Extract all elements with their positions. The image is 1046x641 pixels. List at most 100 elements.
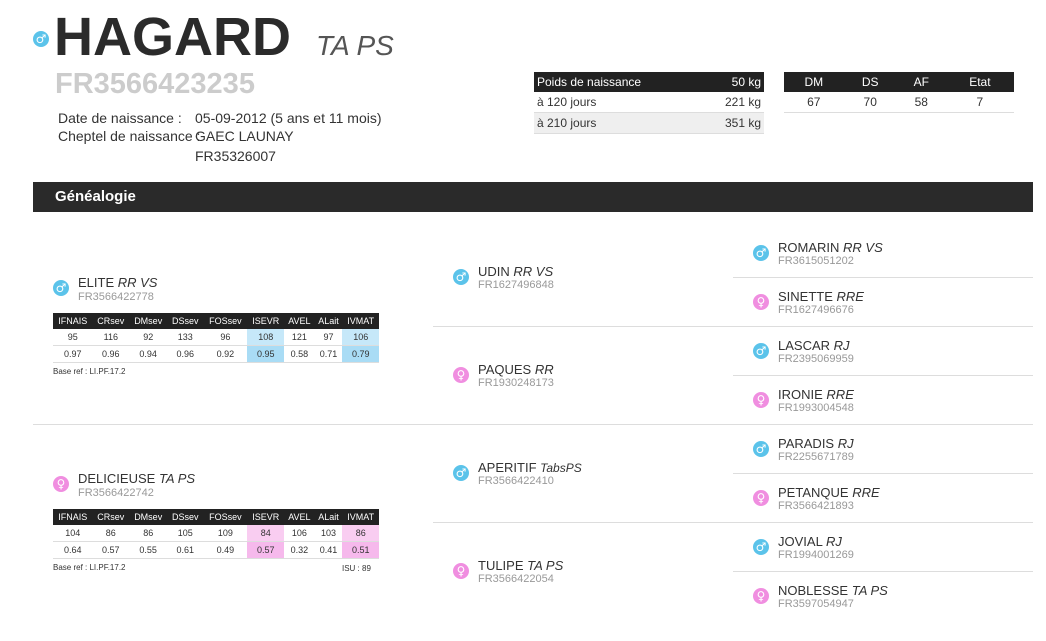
great-grandparent-name[interactable]: LASCAR RJ	[778, 338, 850, 353]
weight-row-value: 221 kg	[700, 92, 764, 113]
index-cd: 0.55	[129, 541, 168, 559]
male-icon: ♂	[753, 539, 769, 555]
great-grandparent-name[interactable]: PETANQUE RRE	[778, 485, 880, 500]
great-grandparent-id: FR1994001269	[778, 549, 854, 561]
divider	[733, 473, 1033, 474]
dam-name[interactable]: DELICIEUSE TA PS	[78, 471, 196, 486]
index-header: IVMAT	[342, 313, 379, 329]
score-header: DM	[784, 72, 844, 92]
index-value: 106	[284, 525, 315, 542]
weights-table: Poids de naissance 50 kg à 120 jours 221…	[534, 72, 764, 134]
sire-name[interactable]: ELITE RR VS	[78, 275, 158, 290]
female-icon: ♀	[753, 490, 769, 506]
index-value: 95	[53, 329, 93, 346]
weight-row-label: à 210 jours	[534, 112, 701, 134]
animal-breed: TA PS	[316, 30, 394, 61]
genealogy-section-bar	[33, 182, 1033, 212]
dam-id: FR3566422742	[78, 487, 154, 499]
great-grandparent-name[interactable]: ROMARIN RR VS	[778, 240, 883, 255]
index-value: 105	[167, 525, 204, 542]
score-value: 67	[784, 92, 844, 113]
female-icon: ♀	[453, 367, 469, 383]
score-header: Etat	[945, 72, 1014, 92]
index-header: ISEVR	[247, 509, 285, 525]
index-value: 86	[92, 525, 130, 542]
index-value: 92	[129, 329, 168, 346]
index-value: 121	[284, 329, 315, 346]
male-icon: ♂	[53, 280, 69, 296]
index-cd: 0.96	[167, 345, 204, 363]
great-grandparent-name[interactable]: JOVIAL RJ	[778, 534, 842, 549]
index-value: 84	[247, 525, 285, 542]
index-cd: 0.57	[92, 541, 130, 559]
index-header: CRsev	[92, 313, 130, 329]
index-header: DMsev	[129, 313, 168, 329]
index-cd: 0.58	[284, 345, 315, 363]
index-cd: 0.79	[342, 345, 379, 363]
score-value: 70	[843, 92, 897, 113]
herd-name: GAEC LAUNAY	[195, 128, 294, 144]
base-ref: Base ref : LI.PF.17.2	[53, 563, 126, 572]
index-header: DSsev	[167, 313, 204, 329]
index-cd: 0.95	[247, 345, 285, 363]
sire-id: FR3566422778	[78, 291, 154, 303]
female-icon: ♀	[753, 588, 769, 604]
great-grandparent-name[interactable]: PARADIS RJ	[778, 436, 854, 451]
index-cd: 0.57	[247, 541, 285, 559]
index-header: IFNAIS	[53, 313, 93, 329]
grandparent-name[interactable]: UDIN RR VS	[478, 264, 554, 279]
male-icon: ♂	[753, 245, 769, 261]
divider	[33, 424, 1033, 425]
male-icon: ♂	[753, 343, 769, 359]
great-grandparent-name[interactable]: SINETTE RRE	[778, 289, 864, 304]
grandparent-id: FR1627496848	[478, 279, 554, 291]
animal-id: FR3566423235	[55, 68, 255, 100]
herd-id: FR35326007	[195, 148, 276, 164]
index-cd: 0.71	[314, 345, 343, 363]
great-grandparent-id: FR2395069959	[778, 353, 854, 365]
index-cd: 0.51	[342, 541, 379, 559]
divider	[733, 375, 1033, 376]
weight-row-value: 351 kg	[700, 112, 764, 134]
index-value: 106	[342, 329, 379, 346]
index-header: ALait	[314, 313, 343, 329]
base-ref: Base ref : LI.PF.17.2	[53, 367, 126, 376]
male-icon: ♂	[453, 269, 469, 285]
great-grandparent-id: FR3597054947	[778, 598, 854, 610]
index-value: 116	[92, 329, 130, 346]
grandparent-name[interactable]: APERITIF TabsPS	[478, 460, 582, 475]
index-cd: 0.49	[203, 541, 248, 559]
birth-date-label: Date de naissance :	[58, 110, 182, 126]
index-cd: 0.92	[203, 345, 248, 363]
female-icon: ♀	[53, 476, 69, 492]
index-value: 97	[314, 329, 343, 346]
grandparent-name[interactable]: TULIPE TA PS	[478, 558, 564, 573]
index-header: AVEL	[284, 313, 315, 329]
score-header: AF	[896, 72, 946, 92]
great-grandparent-id: FR2255671789	[778, 451, 854, 463]
index-cd: 0.94	[129, 345, 168, 363]
index-header: FOSsev	[203, 313, 248, 329]
grandparent-name[interactable]: PAQUES RR	[478, 362, 554, 377]
index-header: DSsev	[167, 509, 204, 525]
scores-table: DM DS AF Etat 67 70 58 7	[784, 72, 1014, 113]
index-value: 86	[342, 525, 379, 542]
female-icon: ♀	[453, 563, 469, 579]
index-value: 86	[129, 525, 168, 542]
index-cd: 0.41	[314, 541, 343, 559]
index-value: 109	[203, 525, 248, 542]
female-icon: ♀	[753, 392, 769, 408]
index-value: 108	[247, 329, 285, 346]
sire-index-table: IFNAIS CRsev DMsev DSsev FOSsev ISEVR AV…	[53, 313, 379, 363]
index-header: DMsev	[129, 509, 168, 525]
index-value: 104	[53, 525, 93, 542]
male-icon: ♂	[753, 441, 769, 457]
divider	[733, 522, 1033, 523]
great-grandparent-name[interactable]: NOBLESSE TA PS	[778, 583, 888, 598]
female-icon: ♀	[753, 294, 769, 310]
great-grandparent-id: FR3566421893	[778, 500, 854, 512]
weights-header-value: 50 kg	[700, 72, 764, 92]
great-grandparent-id: FR3615051202	[778, 255, 854, 267]
great-grandparent-name[interactable]: IRONIE RRE	[778, 387, 854, 402]
index-header: ALait	[314, 509, 343, 525]
